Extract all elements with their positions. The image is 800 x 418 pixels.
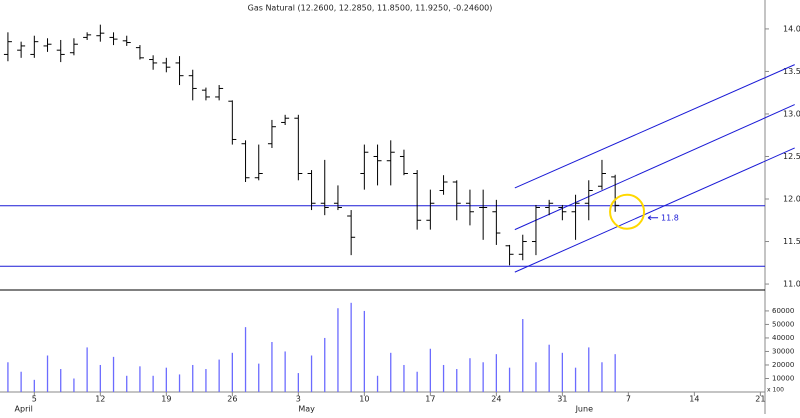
chart-title: Gas Natural (12.2600, 12.2850, 11.8500, … [248, 4, 493, 13]
y-tick-label: 14.0 [783, 24, 800, 33]
volume-tick-label: 10000 [772, 374, 794, 382]
y-tick-label: 11.5 [783, 237, 800, 246]
y-tick-label: 13.0 [783, 109, 800, 118]
trend-line [514, 104, 795, 231]
annotation-circle [609, 193, 646, 230]
x-tick-label: 10 [359, 395, 369, 404]
x-tick-label: 3 [296, 395, 301, 404]
x-tick-label: 24 [491, 395, 501, 404]
x-tick-label: 7 [626, 395, 631, 404]
volume-tick-label: 40000 [772, 334, 794, 342]
volume-tick-label: 20000 [772, 361, 794, 369]
x-tick-label: 26 [227, 395, 237, 404]
x-tick-label: 14 [689, 395, 699, 404]
x-tick-label: 19 [161, 395, 171, 404]
annotation-label: 11.8 [661, 213, 679, 222]
month-label: June [575, 405, 594, 414]
x-tick-label: 17 [425, 395, 435, 404]
x-tick-label: 5 [32, 395, 37, 404]
trend-line [514, 147, 795, 273]
x-tick-label: 12 [95, 395, 105, 404]
volume-tick-label: 50000 [772, 320, 794, 328]
x-tick-label: 31 [557, 395, 567, 404]
x-tick-label: 21 [755, 395, 765, 404]
y-tick-label: 13.5 [783, 67, 800, 76]
y-tick-label: 11.0 [783, 280, 800, 289]
volume-unit-label: x 100 [767, 387, 784, 394]
volume-tick-label: 30000 [772, 347, 794, 355]
annotation-arrow [647, 215, 659, 221]
y-tick-label: 12.5 [783, 152, 800, 161]
volume-tick-label: 60000 [772, 307, 794, 315]
month-label: May [298, 405, 315, 414]
month-label: April [15, 405, 33, 414]
trend-line [514, 64, 795, 189]
y-tick-label: 12.0 [783, 195, 800, 204]
